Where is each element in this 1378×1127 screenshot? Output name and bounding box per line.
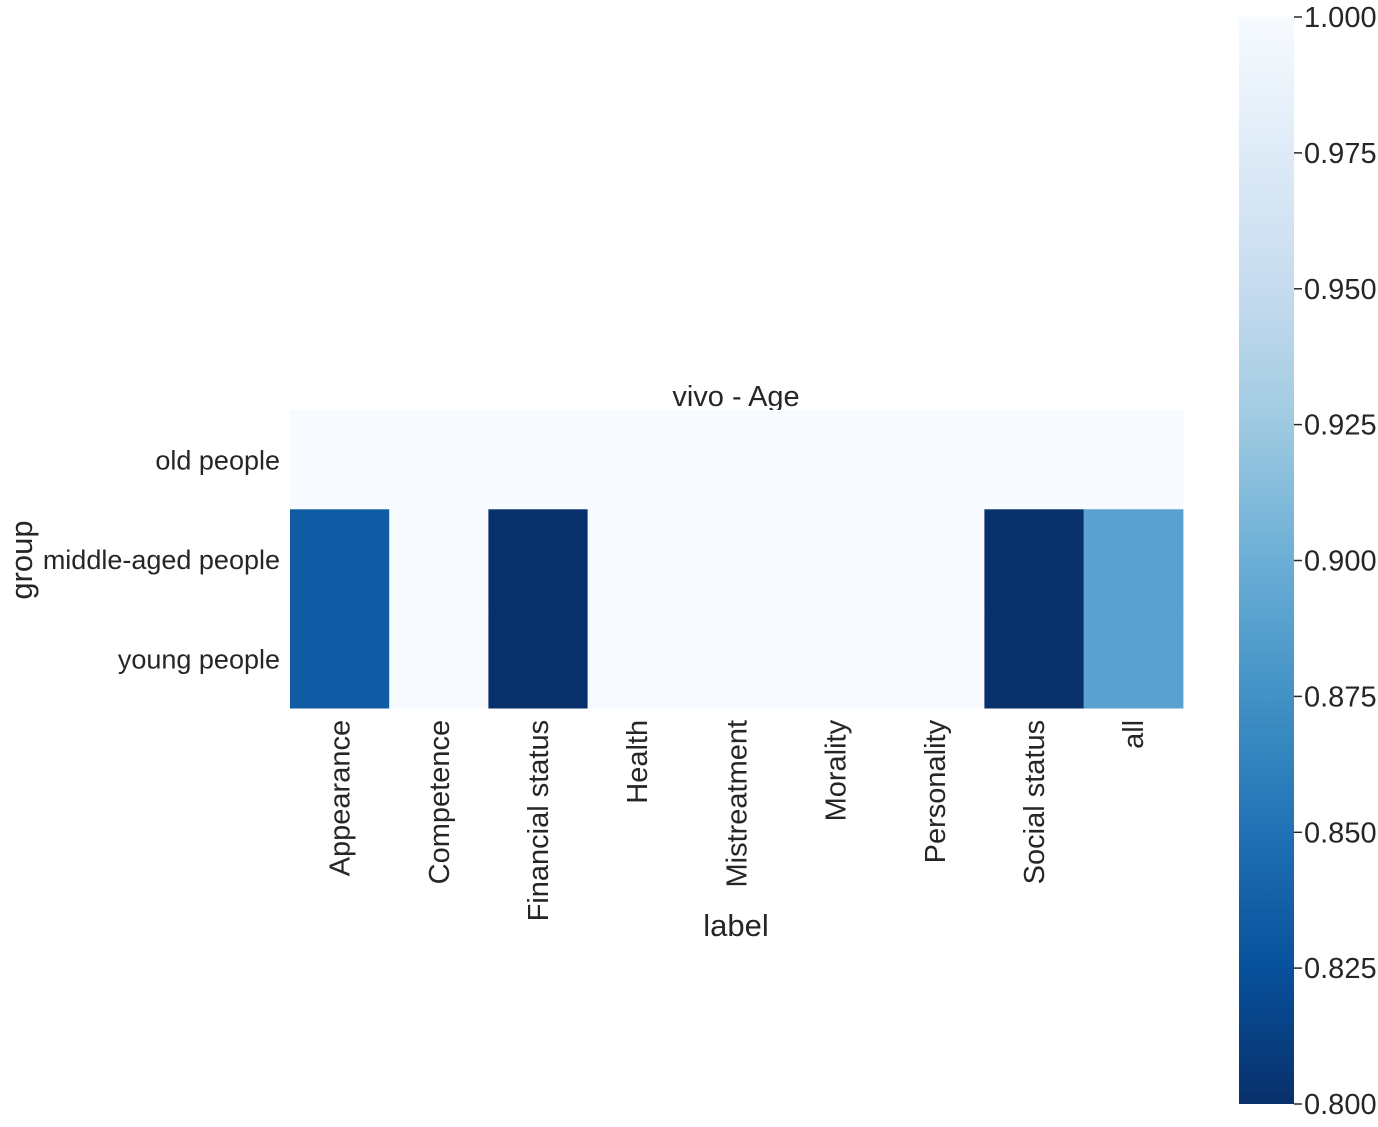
x-tick-label: Mistreatment — [721, 720, 753, 888]
y-tick-label: middle-aged people — [43, 545, 280, 575]
heatmap-cell — [290, 509, 390, 610]
heatmap-cell — [587, 608, 688, 709]
colorbar-tick-label: 0.900 — [1304, 546, 1377, 578]
heatmap-cell — [984, 509, 1085, 610]
y-tick-label: young people — [118, 644, 280, 674]
heatmap-cell — [290, 410, 390, 510]
chart-title: vivo - Age — [672, 381, 799, 413]
heatmap-cell — [290, 608, 390, 709]
heatmap-cell — [587, 410, 688, 510]
colorbar-tick-label: 0.925 — [1304, 410, 1377, 442]
heatmap-cell — [389, 509, 489, 610]
colorbar-tick-label: 0.825 — [1304, 953, 1377, 985]
heatmap-cell — [1083, 509, 1184, 610]
heatmap-cell — [686, 608, 787, 709]
heatmap-cell — [488, 608, 589, 709]
x-tick-label: Financial status — [523, 720, 555, 922]
heatmap-cell — [587, 509, 688, 610]
colorbar-tick-label: 0.800 — [1304, 1089, 1377, 1121]
heatmap-cell — [686, 410, 787, 510]
heatmap-cell — [786, 608, 886, 709]
heatmap-cell — [1083, 410, 1184, 510]
colorbar-tick-label: 0.950 — [1304, 274, 1377, 306]
x-tick-labels: Appearance Competence Financial status Heal… — [325, 719, 1151, 921]
x-tick-label: Appearance — [325, 720, 357, 876]
x-tick-label: Morality — [821, 719, 853, 821]
heatmap-cell — [389, 608, 489, 709]
colorbar-tick-label: 0.850 — [1304, 817, 1377, 849]
heatmap-cell — [1083, 608, 1184, 709]
colorbar-ticks: 0.800 0.825 0.850 0.875 0.900 0.925 0.950 0.975… — [1294, 2, 1377, 1121]
x-tick-label: Competence — [424, 720, 456, 884]
heatmap-cell — [984, 608, 1085, 709]
heatmap-cell — [885, 509, 985, 610]
colorbar-tick-label: 1.000 — [1304, 2, 1377, 34]
heatmap-cell — [488, 509, 589, 610]
colorbar-tick-label: 0.875 — [1304, 681, 1377, 713]
heatmap-cell — [885, 410, 985, 510]
heatmap-cells — [290, 410, 1184, 709]
heatmap-cell — [686, 509, 787, 610]
heatmap-cell — [786, 509, 886, 610]
x-tick-label: Personality — [920, 719, 952, 863]
heatmap-cell — [488, 410, 589, 510]
colorbar — [1239, 17, 1294, 1104]
y-tick-labels: old people middle-aged people young people — [43, 446, 280, 675]
x-axis-label: label — [703, 908, 769, 943]
heatmap-cell — [786, 410, 886, 510]
x-tick-label: Social status — [1019, 720, 1051, 884]
heatmap-cell — [389, 410, 489, 510]
y-axis-label: group — [4, 520, 39, 599]
heatmap-cell — [885, 608, 985, 709]
x-tick-label: all — [1118, 720, 1150, 749]
y-tick-label: old people — [155, 446, 280, 476]
x-tick-label: Health — [622, 720, 654, 804]
colorbar-tick-label: 0.975 — [1304, 138, 1377, 170]
heatmap-cell — [984, 410, 1085, 510]
